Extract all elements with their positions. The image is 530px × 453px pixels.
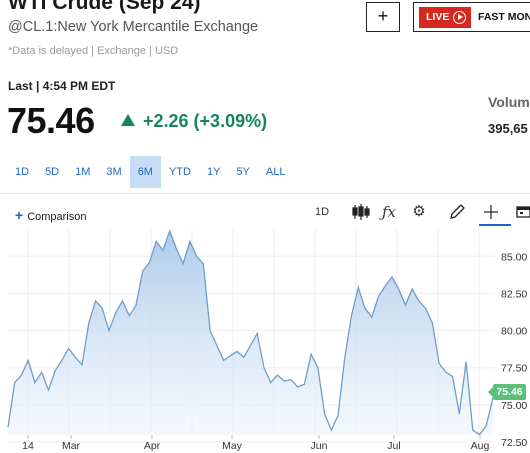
current-price-tag: 75.46 — [488, 384, 526, 400]
range-6m[interactable]: 6M — [129, 156, 161, 188]
y-tick-label: 75.00 — [501, 400, 527, 412]
y-tick-label: 82.50 — [501, 288, 527, 300]
volume-value: 395,65 — [488, 121, 528, 136]
price-change: +2.26 (+3.09%) — [121, 111, 267, 132]
range-ytd[interactable]: YTD — [168, 166, 191, 178]
exchange-subtitle: @CL.1:New York Mercantile Exchange — [8, 19, 259, 35]
add-to-watchlist-button[interactable]: + — [366, 2, 400, 32]
range-selector: 1D 5D 1M 3M 6M YTD 1Y 5Y ALL — [7, 156, 293, 188]
comparison-label: Comparison — [27, 211, 87, 223]
x-tick-label: Mar — [62, 440, 81, 452]
volume-label: Volum — [488, 94, 530, 110]
x-tick-label: Aug — [471, 440, 490, 452]
y-tick-label: 72.50 — [501, 437, 527, 449]
pencil-icon[interactable] — [448, 202, 466, 222]
live-label: LIVE — [426, 11, 450, 23]
range-1m[interactable]: 1M — [75, 166, 91, 178]
x-tick-label: 14 — [22, 440, 34, 452]
delay-note: *Data is delayed | Exchange | USD — [8, 45, 179, 57]
calendar-icon[interactable] — [516, 202, 530, 222]
live-show-name: FAST MONEY — [478, 11, 530, 23]
price-area-fill — [8, 231, 493, 435]
x-tick-label: May — [222, 440, 243, 452]
active-tool-indicator — [479, 224, 511, 226]
range-5y[interactable]: 5Y — [236, 166, 250, 178]
range-1d[interactable]: 1D — [15, 166, 30, 178]
x-tick-label: Apr — [144, 440, 161, 452]
range-1y[interactable]: 1Y — [206, 166, 221, 178]
last-trade-time: Last | 4:54 PM EDT — [8, 79, 116, 93]
candlestick-icon[interactable] — [352, 202, 370, 222]
function-icon[interactable]: ƒx — [381, 203, 396, 221]
range-all[interactable]: ALL — [265, 166, 286, 178]
comparison-button[interactable]: + Comparison — [15, 207, 87, 223]
plus-icon: + — [15, 207, 24, 223]
y-tick-label: 80.00 — [501, 326, 527, 338]
price-change-value: +2.26 (+3.09%) — [143, 111, 268, 131]
y-tick-label: 77.50 — [501, 363, 527, 375]
last-price: 75.46 — [7, 100, 95, 141]
y-tick-label: 85.00 — [501, 251, 527, 263]
x-tick-label: Jun — [311, 440, 328, 452]
live-badge: LIVE — [419, 7, 471, 28]
gear-icon[interactable]: ⚙ — [412, 203, 426, 220]
range-3m[interactable]: 3M — [106, 166, 122, 178]
divider — [0, 193, 530, 194]
instrument-title: WTI Crude (Sep 24) — [8, 0, 201, 14]
price-chart[interactable]: 85.00 82.50 80.00 77.50 75.00 72.50 14 Mar Apr M… — [0, 229, 530, 453]
live-tv-button[interactable]: LIVE FAST MONEY — [413, 2, 530, 32]
crosshair-icon[interactable] — [482, 202, 500, 222]
up-arrow-icon — [121, 114, 135, 126]
interval-button[interactable]: 1D — [314, 206, 330, 218]
x-tick-label: Jul — [387, 440, 400, 452]
range-5d[interactable]: 5D — [45, 166, 60, 178]
price-line — [7, 229, 494, 436]
play-icon — [453, 11, 466, 24]
